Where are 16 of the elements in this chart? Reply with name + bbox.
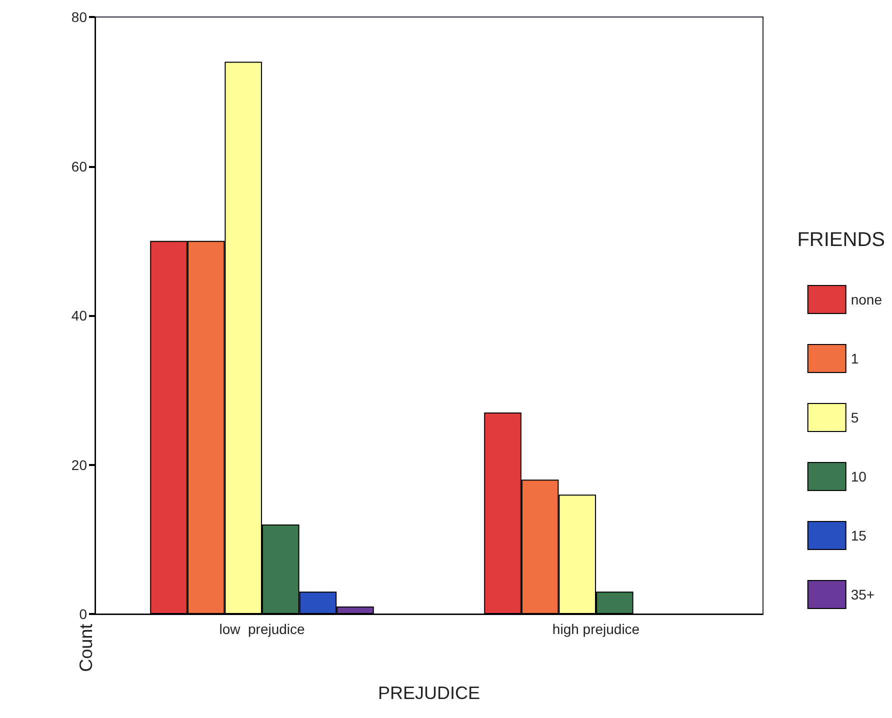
y-tick-label: 0 [79, 606, 88, 622]
y-tick-label: 60 [71, 158, 88, 174]
y-axis-title: Count [76, 624, 96, 672]
x-axis-title: PREJUDICE [378, 683, 480, 703]
legend-label: 35+ [850, 586, 875, 602]
y-tick-label: 20 [71, 456, 88, 473]
y-tick-label: 40 [71, 308, 88, 324]
legend-label: 10 [850, 468, 867, 484]
legend-label: none [850, 292, 882, 308]
legend-title: FRIENDS [797, 229, 886, 251]
legend-label: 15 [850, 528, 867, 544]
x-tick-label: low prejudice [219, 621, 306, 637]
legend-label: 1 [850, 350, 859, 366]
legend-label: 5 [850, 410, 859, 426]
y-tick-label: 80 [71, 9, 88, 25]
x-tick-label: high prejudice [552, 621, 640, 637]
